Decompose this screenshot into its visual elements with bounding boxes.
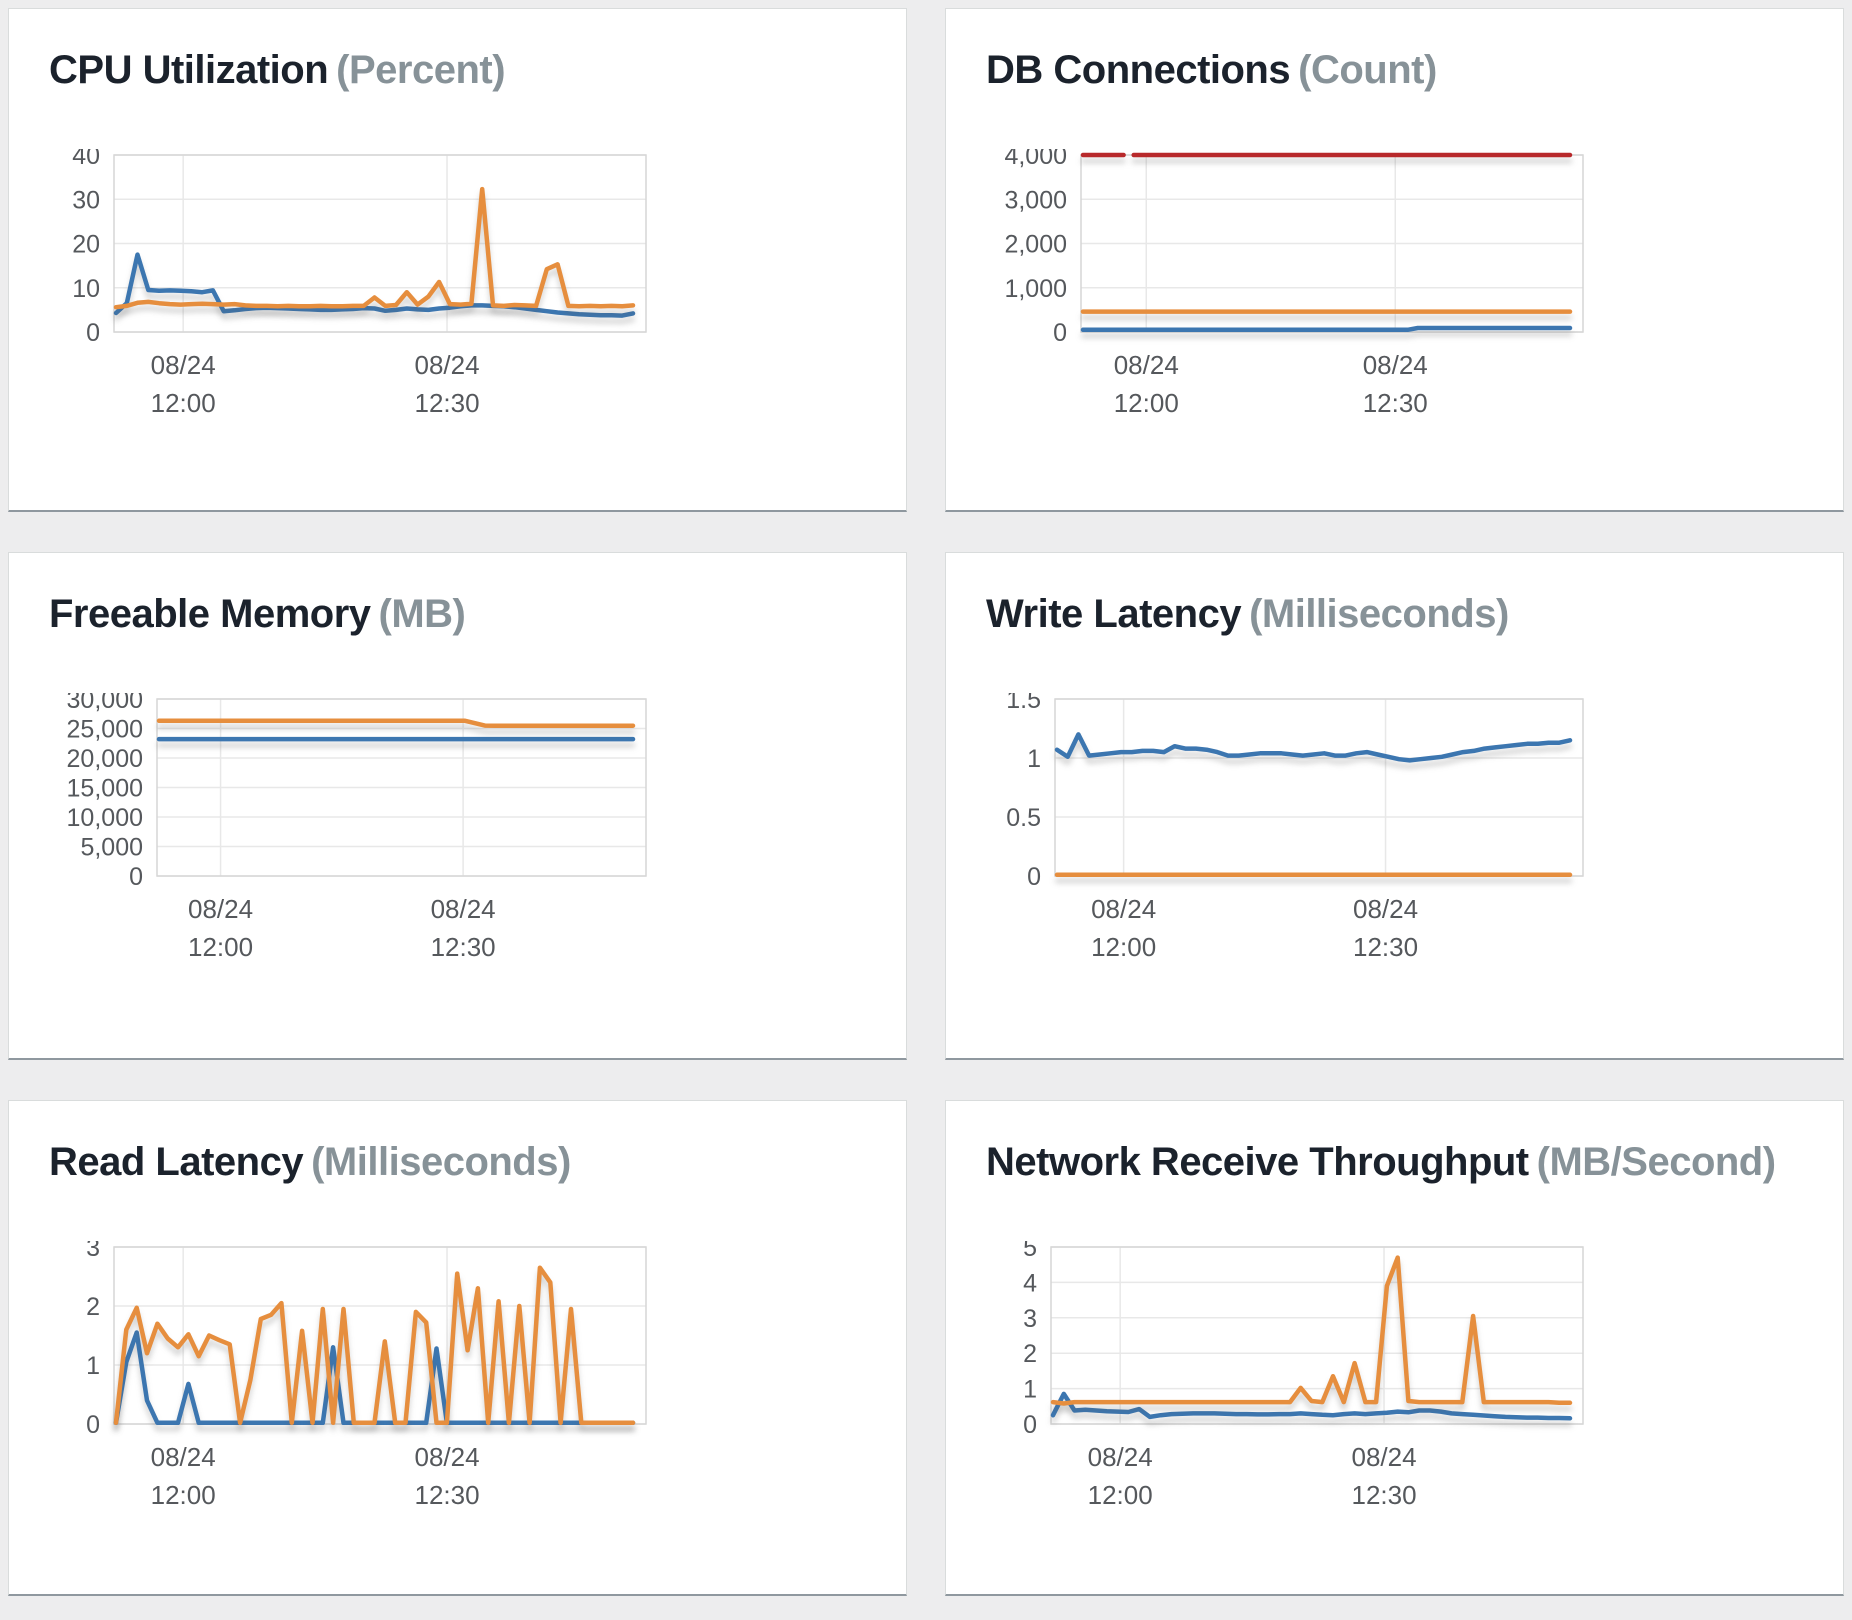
chart-unit-text: (Percent) xyxy=(336,48,506,92)
plot-border xyxy=(156,698,647,877)
y-tick-label: 5,000 xyxy=(80,834,143,862)
x-tick-date: 08/24 xyxy=(1351,1442,1416,1472)
x-tick-date: 08/24 xyxy=(151,1442,216,1472)
y-tick-label: 3 xyxy=(1023,1305,1037,1333)
chart-title-text: Network Receive Throughput xyxy=(986,1140,1529,1184)
y-tick-label: 25,000 xyxy=(67,716,143,744)
y-tick-label: 40 xyxy=(72,149,100,170)
chart-unit-text: (Milliseconds) xyxy=(311,1140,571,1184)
y-tick-label: 1.5 xyxy=(1006,693,1041,714)
y-tick-label: 3 xyxy=(86,1241,100,1262)
panel-freeable-memory: Freeable Memory (MB) 0 5,000 10,000 15,000 20… xyxy=(8,552,907,1060)
chart-title-text: DB Connections xyxy=(986,48,1291,92)
chart-title: Read Latency (Milliseconds) xyxy=(49,1137,906,1187)
y-tick-label: 10 xyxy=(72,275,100,303)
x-tick-time: 12:00 xyxy=(151,388,216,418)
panel-write-latency: Write Latency (Milliseconds) 0 0.5 1 1.5 08/2… xyxy=(945,552,1844,1060)
y-tick-label: 5 xyxy=(1023,1241,1037,1262)
x-tick-date: 08/24 xyxy=(414,1442,479,1472)
chart-title: Network Receive Throughput (MB/Second) xyxy=(986,1137,1843,1187)
series-line-blue xyxy=(1050,1391,1573,1421)
x-tick-date: 08/24 xyxy=(1114,350,1179,380)
chart-title-text: Read Latency xyxy=(49,1140,304,1184)
y-tick-label: 1 xyxy=(1023,1376,1037,1404)
y-tick-label: 30 xyxy=(72,186,100,214)
series-line-orange xyxy=(156,718,636,728)
x-tick-date: 08/24 xyxy=(1088,1442,1153,1472)
y-tick-label: 1 xyxy=(1027,745,1041,773)
x-tick-time: 12:30 xyxy=(1363,388,1428,418)
x-tick-date: 08/24 xyxy=(431,894,496,924)
x-tick-time: 12:00 xyxy=(1114,388,1179,418)
y-tick-label: 0 xyxy=(1023,1411,1037,1439)
plot-border xyxy=(113,154,647,333)
y-tick-label: 20,000 xyxy=(67,745,143,773)
y-tick-label: 4 xyxy=(1023,1269,1037,1297)
chart-title-text: Freeable Memory xyxy=(49,592,371,636)
x-tick-date: 08/24 xyxy=(414,350,479,380)
y-tick-label: 0.5 xyxy=(1006,804,1041,832)
panel-db-connections: DB Connections (Count) 0 1,000 2,000 3,000 4,… xyxy=(945,8,1844,512)
series-line-orange xyxy=(113,1265,636,1426)
y-tick-label: 0 xyxy=(86,319,100,347)
series-line-blue xyxy=(1054,732,1573,763)
x-tick-date: 08/24 xyxy=(151,350,216,380)
y-tick-label: 4,000 xyxy=(1004,149,1067,170)
chart-title-text: Write Latency xyxy=(986,592,1242,636)
x-tick-time: 12:00 xyxy=(188,932,253,962)
panel-network-receive-throughput: Network Receive Throughput (MB/Second) 0 1… xyxy=(945,1100,1844,1596)
series-line-blue xyxy=(1080,325,1573,333)
x-tick-date: 08/24 xyxy=(188,894,253,924)
y-tick-label: 0 xyxy=(86,1411,100,1439)
x-tick-time: 12:30 xyxy=(414,1480,479,1510)
series-line-blue xyxy=(113,252,636,318)
x-tick-time: 12:30 xyxy=(1353,932,1418,962)
y-tick-label: 2,000 xyxy=(1004,231,1067,259)
db-connections-chart[interactable]: 0 1,000 2,000 3,000 4,000 08/24 12:00 08/24 12:3… xyxy=(956,149,1616,429)
y-tick-label: 30,000 xyxy=(67,693,143,714)
network-receive-throughput-chart[interactable]: 0 1 2 3 4 5 08/24 12:00 08/24 12:30 xyxy=(956,1241,1616,1521)
chart-title: DB Connections (Count) xyxy=(986,45,1843,95)
x-tick-time: 12:00 xyxy=(151,1480,216,1510)
x-tick-date: 08/24 xyxy=(1353,894,1418,924)
y-tick-label: 10,000 xyxy=(67,804,143,832)
y-tick-label: 3,000 xyxy=(1004,186,1067,214)
x-tick-date: 08/24 xyxy=(1091,894,1156,924)
chart-unit-text: (Count) xyxy=(1298,48,1437,92)
x-tick-time: 12:30 xyxy=(414,388,479,418)
chart-title: Freeable Memory (MB) xyxy=(49,589,906,639)
panel-cpu-utilization: CPU Utilization (Percent) 0 10 20 30 40 08/24 1… xyxy=(8,8,907,512)
chart-unit-text: (Milliseconds) xyxy=(1249,592,1509,636)
y-tick-label: 0 xyxy=(129,863,143,891)
x-tick-date: 08/24 xyxy=(1363,350,1428,380)
y-tick-label: 20 xyxy=(72,231,100,259)
x-tick-time: 12:30 xyxy=(1351,1480,1416,1510)
y-tick-label: 15,000 xyxy=(67,775,143,803)
panel-read-latency: Read Latency (Milliseconds) 0 1 2 3 08/24 12:0… xyxy=(8,1100,907,1596)
chart-title-text: CPU Utilization xyxy=(49,48,329,92)
y-tick-label: 1,000 xyxy=(1004,275,1067,303)
chart-title: Write Latency (Milliseconds) xyxy=(986,589,1843,639)
x-tick-time: 12:00 xyxy=(1088,1480,1153,1510)
chart-title: CPU Utilization (Percent) xyxy=(49,45,906,95)
read-latency-chart[interactable]: 0 1 2 3 08/24 12:00 08/24 12:30 xyxy=(19,1241,679,1521)
plot-border xyxy=(1050,1246,1584,1425)
y-tick-label: 2 xyxy=(86,1293,100,1321)
y-tick-label: 1 xyxy=(86,1352,100,1380)
chart-unit-text: (MB/Second) xyxy=(1536,1140,1776,1184)
y-tick-label: 0 xyxy=(1053,319,1067,347)
x-tick-time: 12:00 xyxy=(1091,932,1156,962)
series-line-orange xyxy=(1050,1255,1573,1406)
y-tick-label: 0 xyxy=(1027,863,1041,891)
x-tick-time: 12:30 xyxy=(431,932,496,962)
chart-unit-text: (MB) xyxy=(378,592,466,636)
y-tick-label: 2 xyxy=(1023,1340,1037,1368)
series-line-orange xyxy=(113,186,636,310)
write-latency-chart[interactable]: 0 0.5 1 1.5 08/24 12:00 08/24 12:30 xyxy=(956,693,1616,973)
cpu-utilization-chart[interactable]: 0 10 20 30 40 08/24 12:00 08/24 12:30 xyxy=(19,149,679,429)
plot-border xyxy=(1054,698,1584,877)
